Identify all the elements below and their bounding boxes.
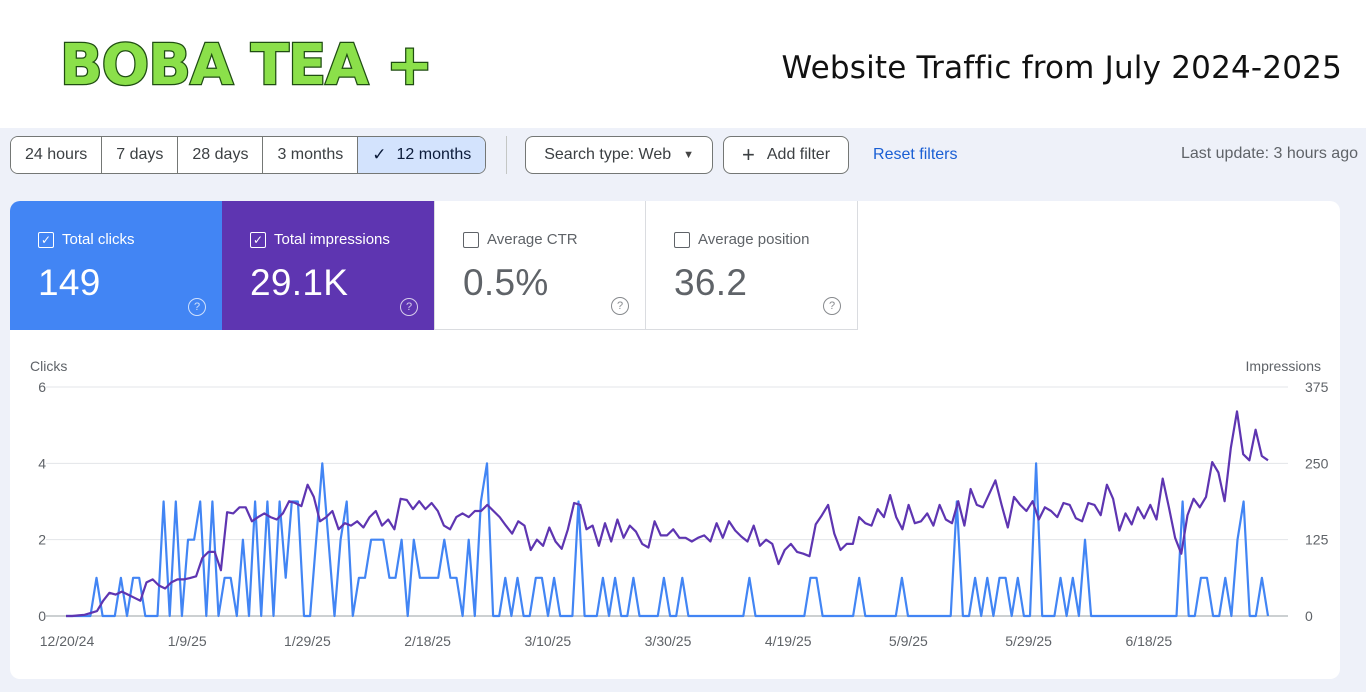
x-tick-label: 3/10/25 <box>524 633 571 649</box>
brand-logo-text: BOBA TEA + <box>59 31 435 99</box>
checkbox-icon[interactable]: ✓ <box>250 231 266 248</box>
toolbar-divider <box>506 136 508 174</box>
performance-card: ✓ Total clicks 149 ? ✓ Total impressions 2… <box>10 201 1340 679</box>
range-3-months-button[interactable]: 3 months <box>263 137 359 173</box>
metric-average-ctr[interactable]: Average CTR 0.5% ? <box>434 201 646 330</box>
help-circle-icon[interactable]: ? <box>188 298 206 316</box>
x-tick-label: 1/9/25 <box>168 633 207 649</box>
add-filter-label: Add filter <box>766 146 831 163</box>
metric-value: 29.1K <box>250 262 349 303</box>
help-circle-icon[interactable]: ? <box>400 298 418 316</box>
left-axis-ticks: 0 2 4 6 <box>38 379 46 624</box>
chart-series <box>66 410 1270 618</box>
right-tick-label: 375 <box>1305 379 1329 395</box>
add-filter-button[interactable]: + Add filter <box>723 136 850 174</box>
x-tick-label: 12/20/24 <box>40 633 95 649</box>
plus-icon: + <box>742 142 755 167</box>
x-tick-label: 5/29/25 <box>1005 633 1052 649</box>
date-range-selector: 24 hours 7 days 28 days 3 months ✓ 12 mon… <box>10 136 487 174</box>
left-tick-label: 0 <box>38 608 46 624</box>
left-axis-title: Clicks <box>30 358 67 374</box>
checkbox-icon[interactable] <box>674 231 690 248</box>
impressions-line <box>66 410 1269 618</box>
x-axis-ticks: 12/20/24 1/9/25 1/29/25 2/18/25 3/10/25 3/30/… <box>40 633 1173 649</box>
x-tick-label: 2/18/25 <box>404 633 451 649</box>
x-tick-label: 5/9/25 <box>889 633 928 649</box>
metric-label: Average position <box>698 231 810 248</box>
filter-toolbar: 24 hours 7 days 28 days 3 months ✓ 12 mon… <box>10 136 957 174</box>
metric-total-impressions[interactable]: ✓ Total impressions 29.1K ? <box>222 201 434 330</box>
range-7-days-button[interactable]: 7 days <box>102 137 179 173</box>
range-label: 7 days <box>116 146 164 163</box>
caret-down-icon: ▼ <box>683 149 695 161</box>
right-tick-label: 125 <box>1305 532 1329 548</box>
right-axis-title: Impressions <box>1246 358 1321 374</box>
last-update-text: Last update: 3 hours ago <box>1180 145 1358 162</box>
search-type-label: Search type: Web <box>544 146 672 163</box>
x-tick-label: 1/29/25 <box>284 633 331 649</box>
right-tick-label: 0 <box>1305 608 1313 624</box>
range-label: 24 hours <box>25 146 88 163</box>
metric-label: Average CTR <box>487 231 578 248</box>
left-tick-label: 2 <box>38 532 46 548</box>
reset-filters-link[interactable]: Reset filters <box>873 146 958 163</box>
metric-total-clicks[interactable]: ✓ Total clicks 149 ? <box>10 201 222 330</box>
range-28-days-button[interactable]: 28 days <box>178 137 264 173</box>
x-tick-label: 3/30/25 <box>645 633 692 649</box>
left-tick-label: 6 <box>38 379 46 395</box>
brand-logo: BOBA TEA + <box>59 30 435 100</box>
metric-value: 0.5% <box>463 262 549 303</box>
check-icon: ✓ <box>372 145 387 164</box>
x-tick-label: 6/18/25 <box>1125 633 1172 649</box>
clicks-line <box>66 462 1270 618</box>
checkbox-icon[interactable] <box>463 231 479 248</box>
metric-value: 36.2 <box>674 262 748 303</box>
range-12-months-button[interactable]: ✓ 12 months <box>358 137 486 173</box>
metric-label: Total impressions <box>274 231 390 248</box>
metric-value: 149 <box>38 262 101 303</box>
page-title: Website Traffic from July 2024-2025 <box>781 50 1342 86</box>
range-24-hours-button[interactable]: 24 hours <box>11 137 103 173</box>
right-axis-ticks: 0 125 250 375 <box>1305 379 1329 624</box>
right-tick-label: 250 <box>1305 455 1329 471</box>
x-tick-label: 4/19/25 <box>765 633 812 649</box>
metric-label: Total clicks <box>62 231 135 248</box>
left-tick-label: 4 <box>38 455 46 471</box>
range-label: 3 months <box>277 146 344 163</box>
range-label: 28 days <box>192 146 249 163</box>
search-type-dropdown[interactable]: Search type: Web ▼ <box>525 136 714 174</box>
performance-chart: Clicks Impressions 0 2 4 6 0 125 250 375 12/20… <box>30 358 1329 649</box>
help-circle-icon[interactable]: ? <box>611 297 629 315</box>
help-circle-icon[interactable]: ? <box>823 297 841 315</box>
range-label: 12 months <box>396 146 472 163</box>
checkbox-icon[interactable]: ✓ <box>38 231 54 248</box>
metric-average-position[interactable]: Average position 36.2 ? <box>645 201 858 330</box>
